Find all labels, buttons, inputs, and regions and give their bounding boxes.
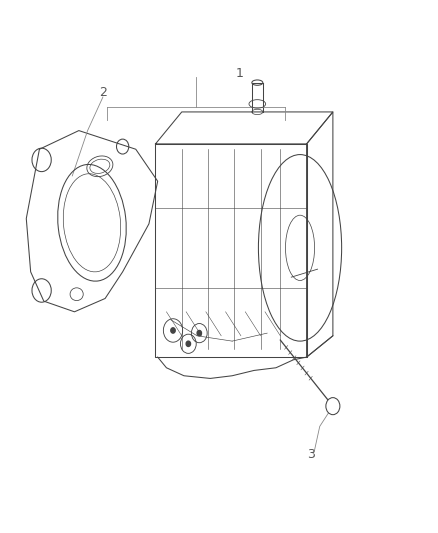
Circle shape [186, 341, 191, 346]
Text: 1: 1 [236, 67, 244, 80]
Text: 3: 3 [307, 448, 315, 461]
Text: 2: 2 [99, 86, 107, 99]
Circle shape [326, 398, 340, 415]
Circle shape [171, 328, 175, 333]
Circle shape [197, 330, 201, 336]
